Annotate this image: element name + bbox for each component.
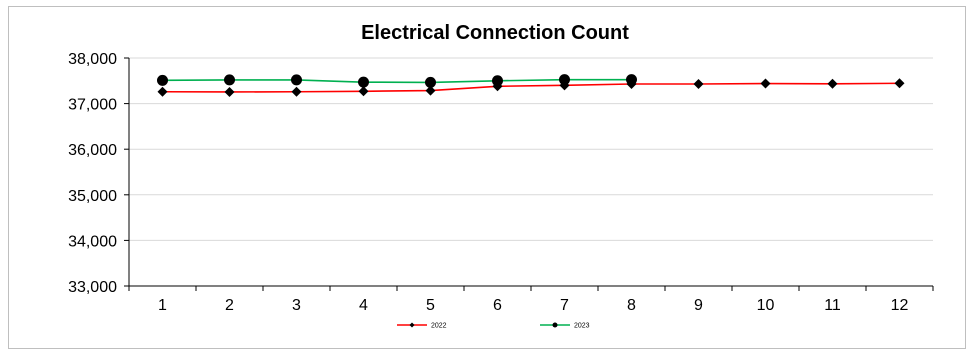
y-tick-label: 37,000 [68, 97, 117, 114]
data-point-2023 [358, 76, 369, 88]
data-point-2023 [425, 76, 436, 88]
y-axis-ticks: 33,000 34,000 35,000 36,000 37,000 38,000 [68, 51, 117, 296]
data-point-2023 [157, 74, 168, 86]
series-line-2023 [162, 78, 632, 84]
x-tick-label: 3 [292, 297, 301, 314]
legend-label-2023: 2023 [574, 323, 590, 330]
y-tick-label: 35,000 [68, 188, 117, 205]
data-point-2022 [224, 86, 235, 97]
x-axis-ticks: 1 2 3 4 5 6 7 8 9 10 11 12 [158, 297, 908, 314]
chart-frame [8, 6, 966, 349]
legend: 2022 2023 [397, 322, 590, 330]
y-tick-label: 33,000 [68, 279, 117, 296]
data-point-2023 [492, 75, 503, 87]
axes [124, 57, 934, 291]
data-point-2022 [291, 86, 302, 97]
data-point-2023 [291, 74, 302, 86]
data-point-2022 [894, 78, 905, 89]
data-point-2022 [760, 78, 771, 89]
x-tick-label: 8 [627, 297, 636, 314]
legend-marker-2022 [409, 322, 415, 328]
x-tick-label: 2 [225, 297, 234, 314]
x-tick-label: 6 [493, 297, 502, 314]
data-point-2023 [559, 74, 570, 86]
x-tick-label: 1 [158, 297, 167, 314]
x-tick-label: 5 [426, 297, 435, 314]
legend-marker-2023 [552, 322, 558, 328]
x-tick-label: 9 [694, 297, 703, 314]
data-point-2022 [693, 78, 704, 89]
x-tick-label: 4 [359, 297, 368, 314]
data-point-2022 [827, 78, 838, 89]
y-tick-label: 36,000 [68, 142, 117, 159]
data-point-2022 [358, 86, 369, 97]
data-point-2022 [425, 85, 436, 96]
gridlines [129, 57, 933, 241]
series-group [157, 74, 905, 97]
series-line-2022 [162, 82, 900, 93]
x-tick-label: 11 [824, 297, 841, 314]
x-tick-label: 10 [757, 297, 775, 314]
y-tick-label: 34,000 [68, 233, 117, 250]
legend-label-2022: 2022 [431, 323, 447, 330]
data-point-2023 [224, 74, 235, 86]
y-tick-label: 38,000 [68, 51, 117, 68]
data-point-2023 [626, 74, 637, 86]
x-tick-label: 12 [891, 297, 909, 314]
x-tick-label: 7 [560, 297, 569, 314]
data-point-2022 [157, 86, 168, 97]
chart-title: Electrical Connection Count [361, 22, 629, 44]
